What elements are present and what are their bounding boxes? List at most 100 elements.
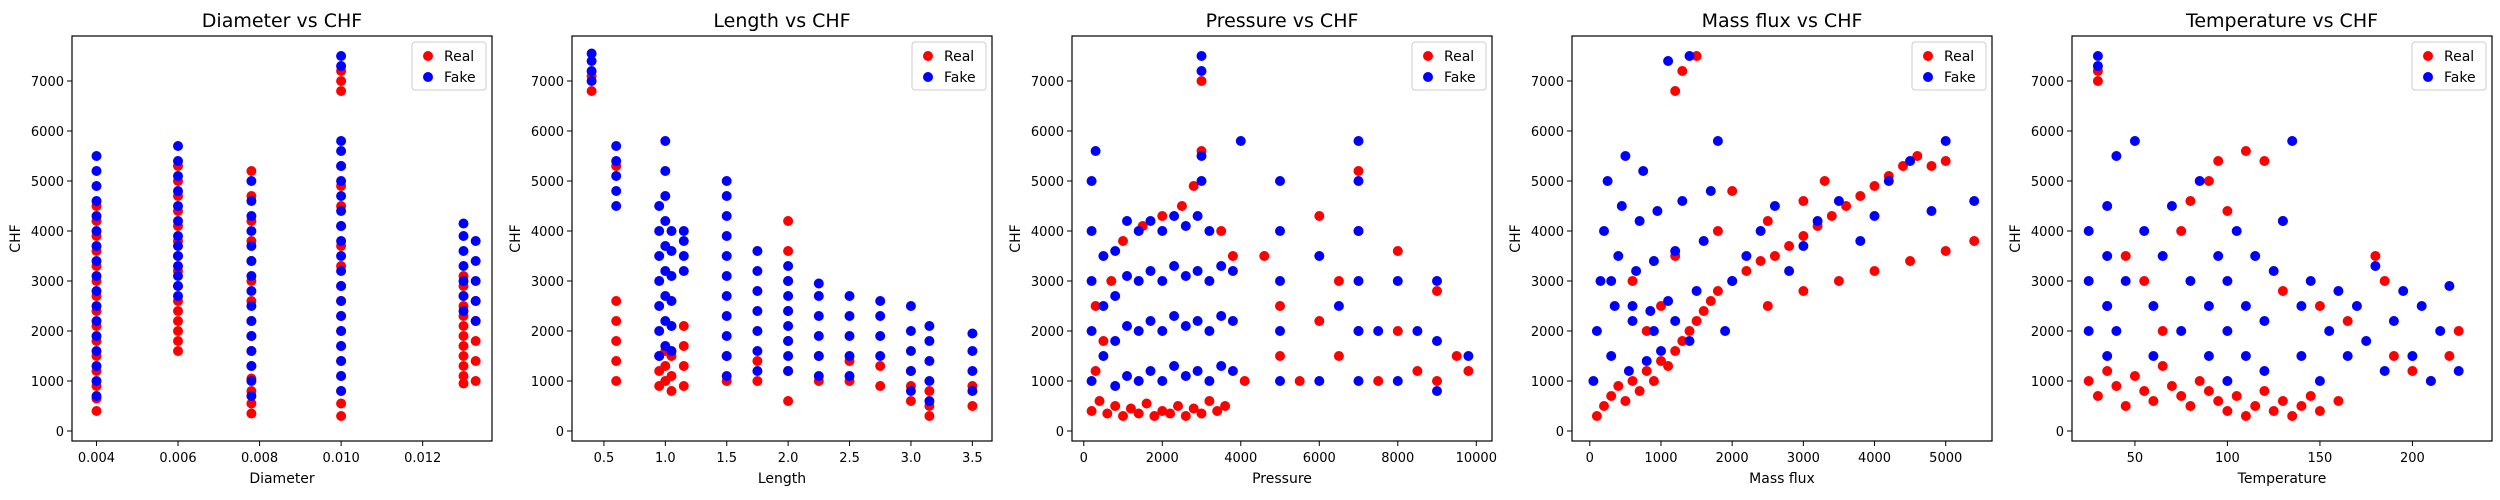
point-fake-19	[1656, 346, 1666, 356]
point-fake-52	[752, 246, 763, 256]
point-real-44	[1392, 326, 1403, 336]
point-real-21	[2277, 396, 2288, 406]
point-real-12	[1180, 411, 1191, 421]
point-real-10	[1663, 361, 1674, 371]
point-fake-62	[336, 136, 347, 146]
chart-panel-3: 0 2000 4000 6000 8000 10000 0 1000 2000 3000 4000 5…	[1008, 10, 1497, 487]
point-fake-73	[875, 331, 886, 341]
y-tick-label: 7000	[1531, 75, 1564, 90]
point-real-5	[1125, 403, 1136, 414]
point-fake-19	[173, 271, 183, 281]
x-tick-label: 6000	[1303, 451, 1336, 466]
point-real-0	[2083, 376, 2094, 386]
point-real-4	[1620, 396, 1631, 406]
point-real-9	[1656, 356, 1666, 366]
y-tick-label: 0	[56, 425, 64, 440]
y-tick-label: 2000	[2031, 325, 2064, 340]
point-real-12	[2194, 376, 2205, 386]
point-fake-37	[246, 286, 257, 296]
point-fake-68	[1353, 176, 1364, 186]
point-fake-38	[2305, 276, 2316, 286]
point-real-4	[611, 336, 622, 346]
legend-marker-fake	[423, 72, 433, 82]
point-fake-59	[1275, 226, 1285, 236]
point-fake-51	[2425, 376, 2436, 386]
point-fake-77	[1463, 351, 1474, 361]
point-fake-34	[246, 331, 257, 341]
point-real-61	[336, 86, 347, 96]
point-real-28	[1196, 76, 1207, 86]
point-fake-58	[1275, 276, 1285, 286]
y-tick-label: 1000	[2031, 375, 2064, 390]
x-tick-label: 200	[2400, 451, 2425, 466]
point-fake-40	[1905, 156, 1916, 166]
point-fake-43	[1969, 196, 1980, 206]
point-fake-5	[611, 186, 622, 196]
point-fake-53	[1227, 316, 1238, 326]
x-tick-label: 4000	[1224, 451, 1257, 466]
y-tick-label: 7000	[2031, 75, 2064, 90]
point-fake-44	[721, 191, 732, 201]
chart-title: Pressure vs CHF	[1206, 10, 1359, 32]
point-fake-30	[2250, 251, 2261, 261]
point-fake-56	[336, 221, 347, 231]
x-tick-label: 2.5	[839, 451, 860, 466]
point-fake-33	[1180, 371, 1191, 381]
point-real-6	[2139, 386, 2150, 396]
point-fake-37	[1855, 236, 1866, 246]
y-tick-label: 7000	[1031, 75, 1064, 90]
point-fake-54	[783, 351, 794, 361]
y-tick-label: 6000	[1031, 125, 1064, 140]
point-fake-38	[1192, 316, 1203, 326]
y-axis-label: CHF	[1008, 224, 1024, 252]
point-fake-49	[1216, 361, 1227, 371]
point-fake-1	[586, 66, 597, 76]
point-fake-58	[336, 191, 347, 201]
point-fake-47	[1204, 276, 1215, 286]
point-fake-53	[783, 366, 794, 376]
y-tick-label: 2000	[1031, 325, 1064, 340]
point-real-43	[1373, 376, 1384, 386]
point-fake-21	[660, 216, 671, 226]
point-fake-5	[2102, 351, 2113, 361]
point-fake-0	[2083, 326, 2094, 336]
point-real-37	[1869, 266, 1880, 276]
point-fake-75	[1432, 336, 1442, 346]
point-fake-11	[91, 226, 102, 236]
point-real-26	[1188, 181, 1199, 191]
point-fake-43	[1196, 66, 1207, 76]
point-fake-29	[1727, 276, 1738, 286]
point-fake-31	[678, 266, 689, 276]
point-fake-13	[2139, 226, 2150, 236]
point-real-30	[1898, 161, 1908, 171]
point-real-65	[458, 371, 469, 381]
y-tick-label: 7000	[31, 75, 64, 90]
point-real-42	[2342, 316, 2353, 326]
point-fake-46	[2379, 366, 2390, 376]
x-tick-label: 50	[2127, 451, 2144, 466]
point-fake-33	[2268, 266, 2279, 276]
point-fake-14	[91, 181, 102, 191]
point-fake-3	[1086, 226, 1097, 236]
point-fake-55	[783, 336, 794, 346]
x-tick-label: 3.5	[962, 451, 983, 466]
point-fake-31	[2259, 366, 2270, 376]
legend-marker-fake	[2423, 72, 2433, 82]
point-real-25	[2314, 406, 2325, 416]
point-fake-7	[1098, 301, 1109, 311]
point-real-5	[1627, 376, 1638, 386]
point-real-67	[458, 351, 469, 361]
point-fake-69	[1353, 136, 1364, 146]
point-fake-29	[1169, 361, 1180, 371]
point-fake-63	[1333, 301, 1344, 311]
point-real-76	[470, 376, 481, 386]
point-fake-36	[1833, 196, 1844, 206]
point-fake-23	[1145, 266, 1156, 276]
point-real-19	[2259, 386, 2270, 396]
point-fake-17	[1133, 376, 1144, 386]
point-fake-16	[2157, 251, 2168, 261]
point-real-43	[2370, 251, 2381, 261]
point-real-36	[2213, 156, 2224, 166]
point-real-39	[2259, 156, 2270, 166]
point-fake-0	[1588, 376, 1599, 386]
